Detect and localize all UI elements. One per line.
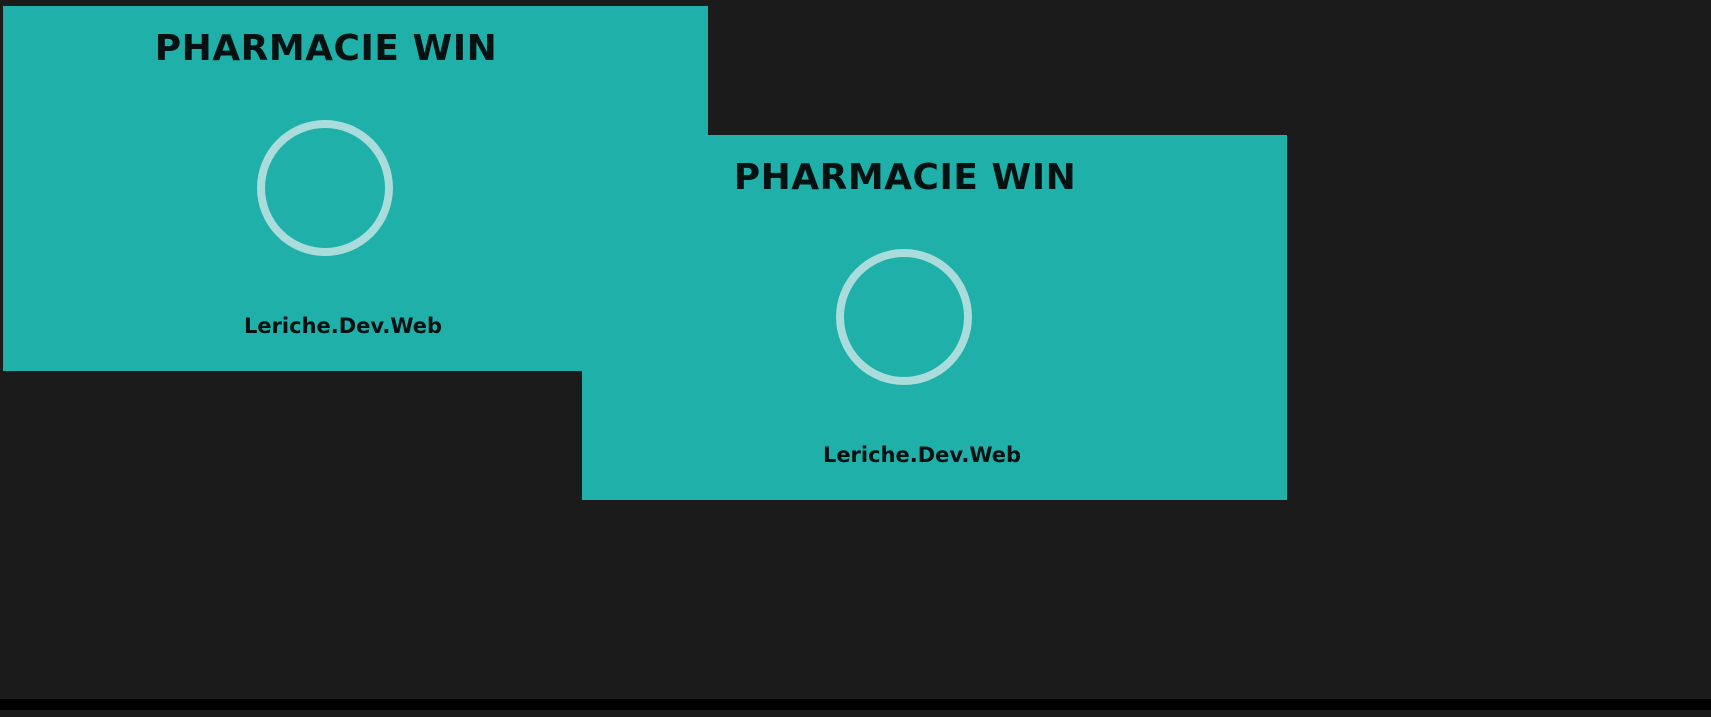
taskbar — [0, 699, 1711, 710]
app-title: PHARMACIE WIN — [733, 157, 1077, 198]
developer-credit: Leriche.Dev.Web — [822, 443, 1022, 467]
splash-window-2: PHARMACIE WIN Leriche.Dev.Web — [582, 135, 1287, 500]
developer-credit: Leriche.Dev.Web — [243, 314, 443, 338]
loading-ring-icon — [836, 249, 972, 385]
app-title: PHARMACIE WIN — [154, 28, 498, 69]
loading-ring-icon — [257, 120, 393, 256]
